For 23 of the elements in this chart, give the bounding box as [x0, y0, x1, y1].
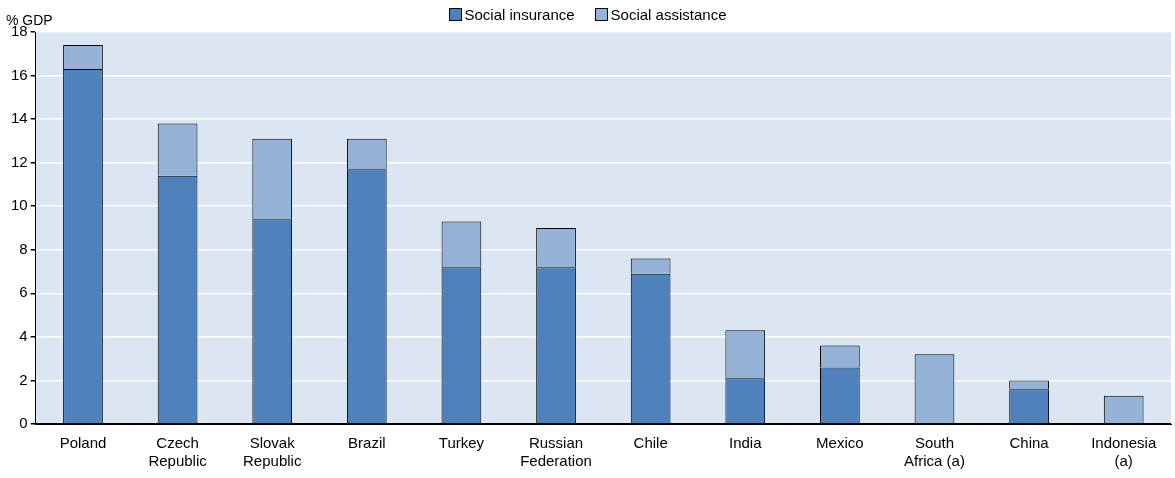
y-tick-label: 14: [11, 109, 28, 127]
x-tick-label: Indonesia (a): [1091, 434, 1157, 470]
x-tick-label: Poland: [59, 434, 107, 452]
x-tick-label: Czech Republic: [148, 434, 208, 470]
y-tick-label: 4: [19, 327, 28, 345]
y-tick-label: 8: [19, 239, 28, 257]
x-tick-label: Chile: [633, 434, 668, 452]
x-tick-label: Mexico: [816, 434, 864, 452]
y-tick-label: 0: [19, 414, 28, 432]
y-tick-label: 10: [11, 196, 28, 214]
y-tick-label: 6: [19, 283, 28, 301]
x-tick-label: South Africa (a): [904, 434, 965, 470]
x-tick-label: Brazil: [348, 434, 386, 452]
y-tick-label: 16: [11, 65, 28, 83]
x-tick-label: India: [728, 434, 763, 452]
x-tick-label: Turkey: [438, 434, 485, 452]
legend-label: Social insurance: [463, 6, 575, 23]
y-tick-label: 12: [11, 152, 28, 170]
x-tick-label: Russian Federation: [520, 434, 592, 470]
x-tick-label: Slovak Republic: [243, 434, 302, 470]
legend-label: Social assistance: [609, 6, 727, 23]
x-tick-label: China: [1009, 434, 1050, 452]
y-tick-label: 2: [19, 370, 28, 388]
